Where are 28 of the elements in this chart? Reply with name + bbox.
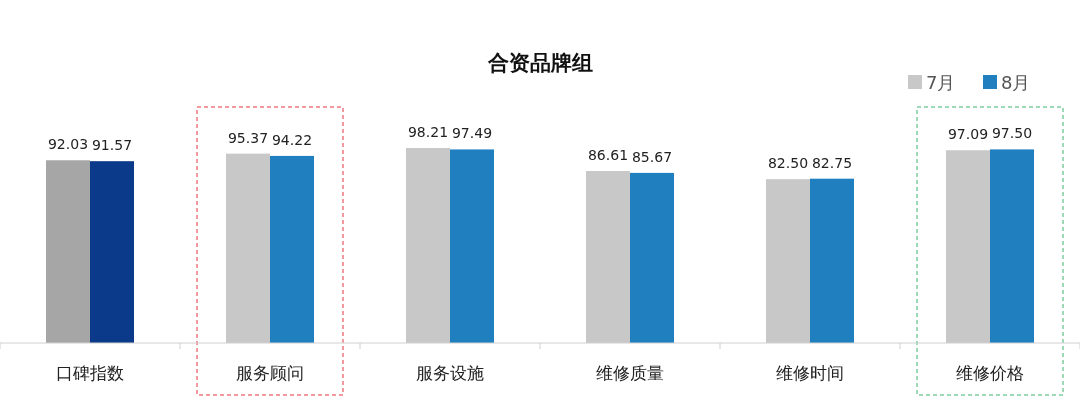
bar xyxy=(810,178,854,343)
bar xyxy=(46,160,90,343)
data-label: 92.03 xyxy=(47,136,89,153)
x-tick-label: 维修质量 xyxy=(596,363,664,383)
x-tick-label: 口碑指数 xyxy=(56,363,124,383)
data-label: 97.50 xyxy=(991,125,1033,142)
data-label: 82.75 xyxy=(811,154,853,171)
legend-label: 7月 xyxy=(926,72,956,93)
bar xyxy=(630,172,674,343)
data-label: 95.37 xyxy=(227,129,269,146)
data-label: 94.22 xyxy=(271,131,313,148)
chart-title: 合资品牌组 xyxy=(486,51,593,75)
data-label: 97.49 xyxy=(451,125,493,142)
bar xyxy=(270,155,314,343)
bar xyxy=(990,149,1034,343)
data-label: 97.09 xyxy=(947,126,989,143)
data-label: 98.21 xyxy=(407,124,449,140)
data-label: 91.57 xyxy=(91,137,133,154)
x-tick-label: 维修价格 xyxy=(956,363,1024,383)
data-label: 82.50 xyxy=(767,155,809,172)
legend-label: 8月 xyxy=(1001,72,1031,93)
x-tick-label: 服务顾问 xyxy=(236,363,304,383)
data-label: 86.61 xyxy=(587,147,629,164)
x-tick-label: 维修时间 xyxy=(776,363,844,383)
bar xyxy=(450,149,494,343)
bar xyxy=(90,161,134,343)
x-tick-label: 服务设施 xyxy=(416,363,484,383)
data-label: 85.67 xyxy=(631,148,673,165)
